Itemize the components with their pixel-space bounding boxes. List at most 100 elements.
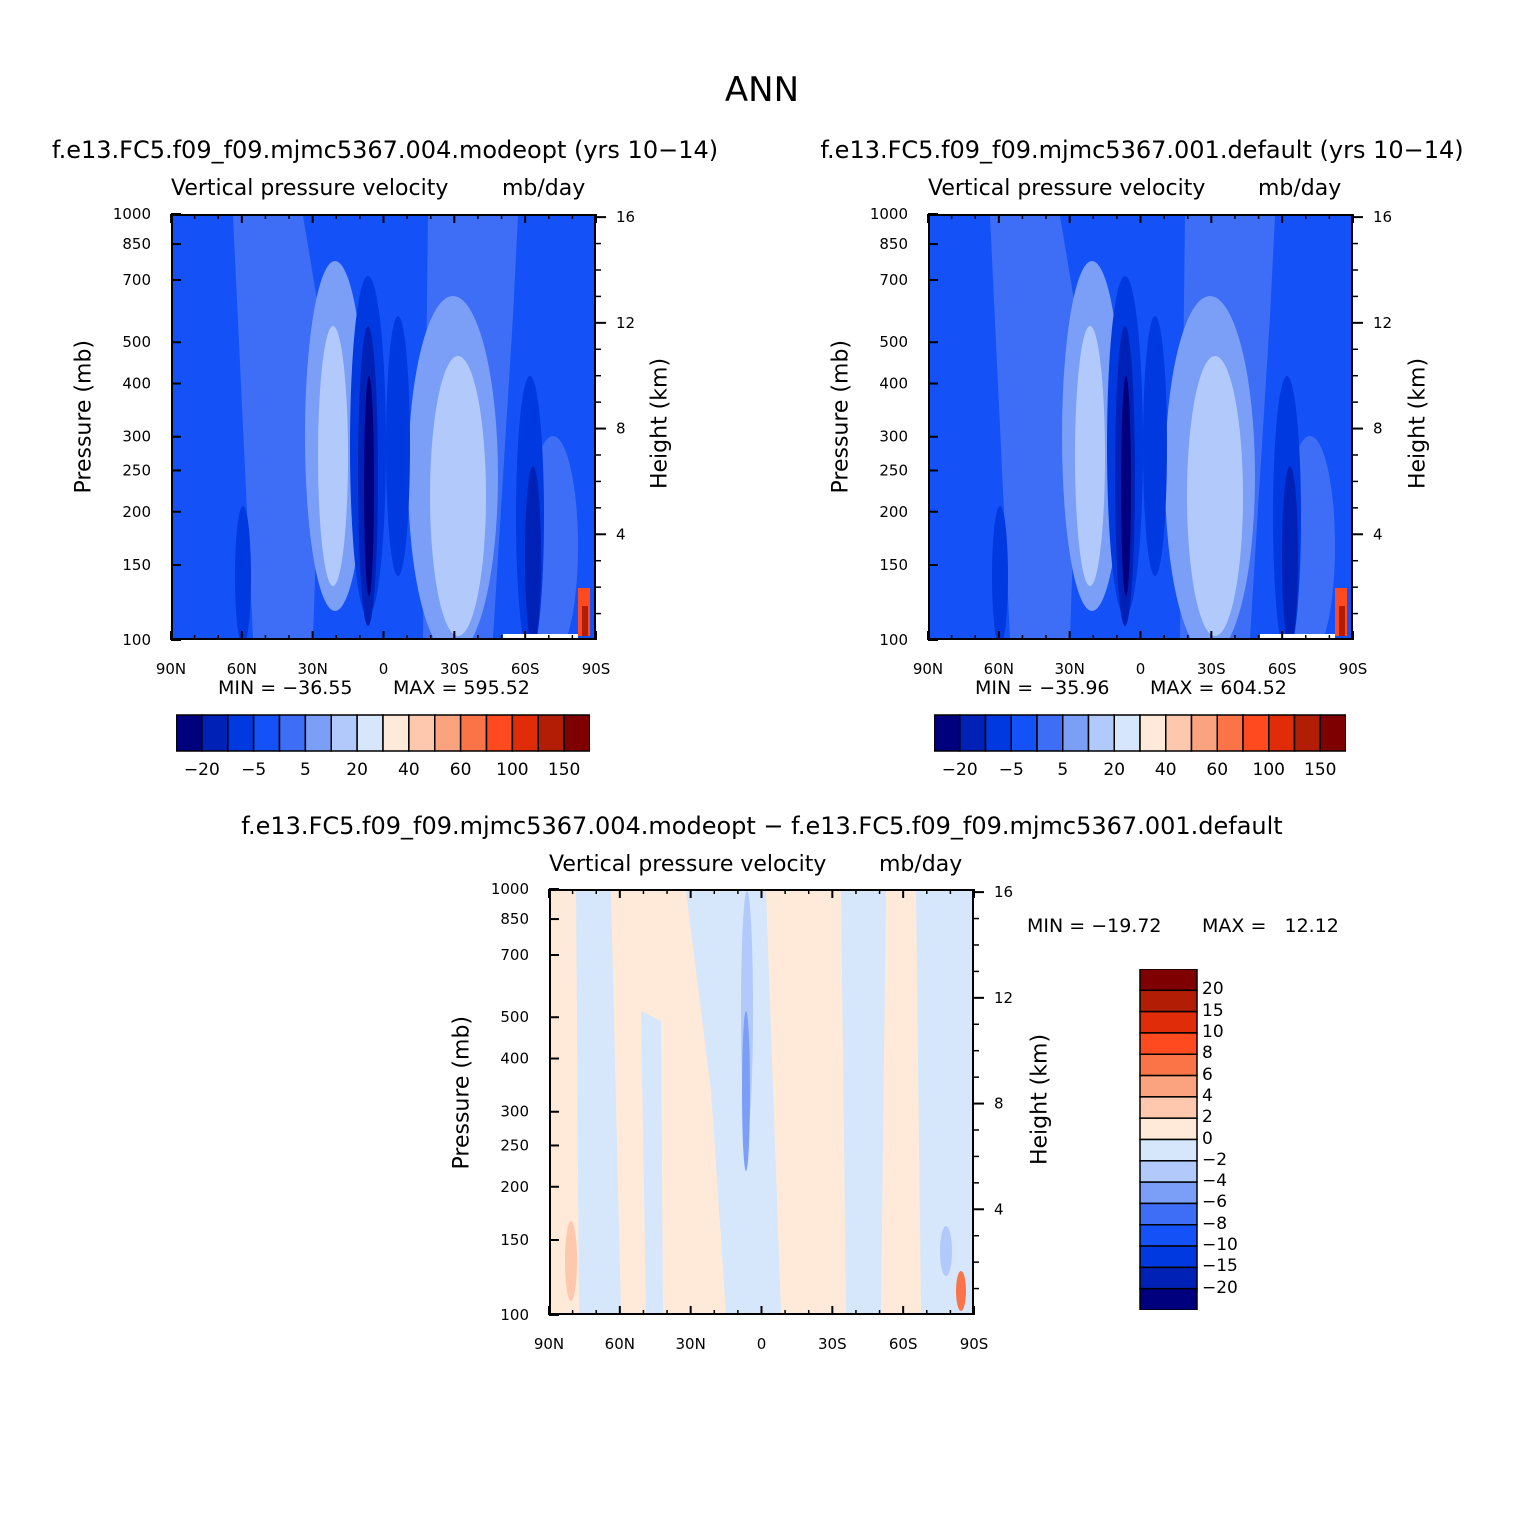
field-band	[841, 891, 886, 1313]
y2-tick-label: 16	[1373, 208, 1392, 226]
colorbar-box	[1216, 714, 1244, 752]
colorbar-label: −4	[1202, 1171, 1228, 1192]
colorbar-label: −15	[1202, 1256, 1238, 1277]
y-tick-label: 700	[879, 271, 908, 289]
colorbar-label: −2	[1202, 1149, 1228, 1170]
colorbar-label: −6	[1202, 1192, 1228, 1213]
y-tick-label: 400	[500, 1050, 529, 1068]
colorbar-box	[1165, 714, 1193, 752]
y-tick-label: 700	[122, 271, 151, 289]
field-band	[1075, 326, 1105, 586]
y-tick-label: 300	[879, 428, 908, 446]
colorbar-box	[356, 714, 384, 752]
x-tick-label: 0	[1136, 660, 1146, 678]
y-tick-label: 500	[879, 333, 908, 351]
colorbar-label: 20	[1103, 760, 1126, 780]
y-tick-label: 100	[122, 631, 151, 649]
panel2-field	[930, 216, 1351, 638]
field-band	[742, 1011, 750, 1171]
x-tick-label: 60S	[889, 1335, 918, 1353]
y2-tick-label: 12	[1373, 314, 1392, 332]
y2-tick-label: 8	[994, 1095, 1004, 1113]
colorbar-label: −5	[241, 760, 267, 780]
y-tick-label: 250	[122, 461, 151, 479]
colorbar-label: −20	[183, 760, 220, 780]
y2-tick-label: 12	[616, 314, 635, 332]
colorbar-box	[1036, 714, 1064, 752]
field-band	[1121, 376, 1131, 596]
y-tick-label: 150	[500, 1231, 529, 1249]
field-band	[582, 606, 588, 636]
field-band	[503, 634, 578, 638]
colorbar-box	[1139, 1010, 1198, 1034]
x-tick-label: 60N	[227, 660, 257, 678]
panel3-field	[551, 891, 972, 1313]
colorbar-label: −8	[1202, 1213, 1228, 1234]
colorbar-box	[1062, 714, 1090, 752]
colorbar-box	[408, 714, 436, 752]
colorbar-label: 150	[547, 760, 581, 780]
x-tick-label: 30S	[818, 1335, 847, 1353]
panel1-plot	[171, 214, 596, 640]
colorbar-label: 100	[1252, 760, 1285, 780]
colorbar-label: 15	[1202, 1000, 1224, 1021]
panel1-colorbar-boxes	[176, 714, 590, 752]
colorbar-label: 100	[496, 760, 529, 780]
y-tick-label: 250	[500, 1136, 529, 1154]
colorbar-box	[1139, 1032, 1198, 1055]
x-tick-label: 60N	[984, 660, 1014, 678]
colorbar-box	[1139, 1224, 1198, 1247]
panel3-colorbar	[1139, 969, 1198, 1310]
colorbar-box	[304, 714, 332, 752]
field-band	[576, 891, 621, 1313]
y-tick-label: 850	[122, 235, 151, 253]
colorbar-box	[1242, 714, 1270, 752]
panel3-units: mb/day	[879, 852, 963, 877]
panel1-title: f.e13.FC5.f09_f09.mjmc5367.004.modeopt (…	[51, 136, 719, 164]
colorbar-label: 10	[1202, 1021, 1224, 1042]
y2-tick-label: 16	[994, 883, 1013, 901]
colorbar-box	[1139, 1245, 1198, 1269]
panel1-field	[173, 216, 594, 638]
y-tick-label: 200	[879, 503, 908, 521]
colorbar-box	[537, 714, 565, 752]
y-tick-label: 700	[500, 946, 529, 964]
colorbar-box	[1139, 1096, 1198, 1119]
colorbar-box	[1293, 714, 1321, 752]
colorbar-label: 4	[1202, 1085, 1213, 1106]
colorbar-box	[959, 714, 987, 752]
y-tick-label: 400	[122, 375, 151, 393]
y2-tick-label: 4	[994, 1200, 1004, 1218]
y-tick-label: 1000	[113, 205, 151, 223]
colorbar-box	[1139, 1138, 1198, 1162]
colorbar-box	[1319, 714, 1346, 752]
y-tick-label: 300	[122, 428, 151, 446]
field-band	[318, 326, 348, 586]
field-band	[386, 316, 410, 576]
panel3-title: f.e13.FC5.f09_f09.mjmc5367.004.modeopt −…	[241, 812, 1283, 840]
x-tick-label: 90S	[1339, 660, 1368, 678]
field-band	[992, 506, 1008, 638]
panel2-units: mb/day	[1258, 176, 1342, 201]
x-tick-label: 90N	[913, 660, 943, 678]
field-band	[1187, 356, 1243, 636]
panel3-plot	[549, 889, 974, 1315]
y-tick-label: 100	[879, 631, 908, 649]
x-tick-label: 30N	[676, 1335, 706, 1353]
y-tick-label: 300	[500, 1103, 529, 1121]
colorbar-box	[984, 714, 1012, 752]
colorbar-box	[330, 714, 358, 752]
colorbar-label: −20	[941, 760, 978, 780]
field-band	[233, 216, 323, 638]
colorbar-box	[176, 714, 203, 752]
colorbar-label: 60	[1206, 760, 1229, 780]
colorbar-box	[1139, 989, 1198, 1013]
field-band	[430, 356, 486, 636]
colorbar-label: 40	[398, 760, 420, 780]
panel1-units: mb/day	[502, 176, 586, 201]
colorbar-box	[1139, 714, 1167, 752]
y-tick-label: 100	[500, 1306, 529, 1324]
colorbar-box	[434, 714, 462, 752]
